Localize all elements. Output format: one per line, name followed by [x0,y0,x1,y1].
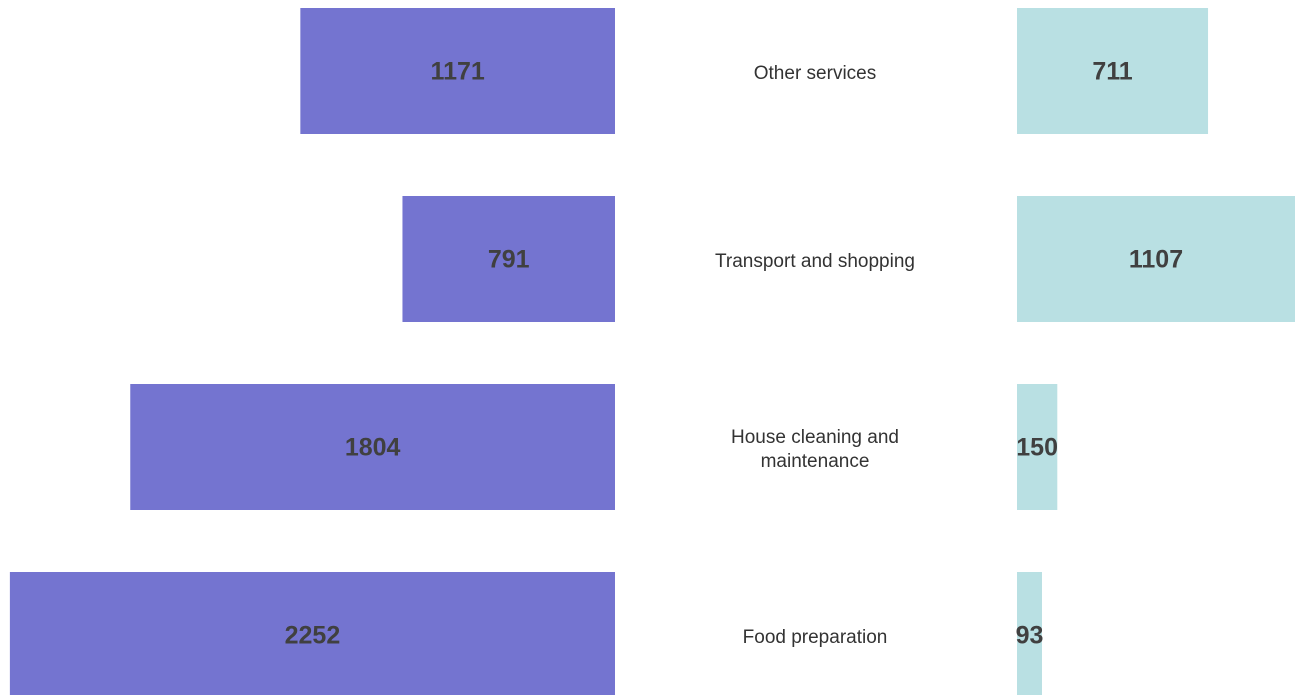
category-label: House cleaning and maintenance [685,426,945,474]
value-label: 711 [1092,58,1132,86]
value-label: 1171 [431,58,485,86]
value-label: 1107 [1129,246,1183,274]
category-label: Food preparation [685,626,945,650]
chart: 1171 711 791 1107 1804 150 2252 93 Other servic… [0,0,1295,695]
value-label: 150 [1016,434,1058,462]
value-label: 93 [1016,622,1044,650]
value-label: 2252 [285,622,341,650]
value-label: 1804 [345,434,401,462]
plot-area: 1171 711 791 1107 1804 150 2252 93 [0,0,1295,695]
category-label: Transport and shopping [685,250,945,274]
value-label: 791 [488,246,530,274]
category-label: Other services [685,62,945,86]
